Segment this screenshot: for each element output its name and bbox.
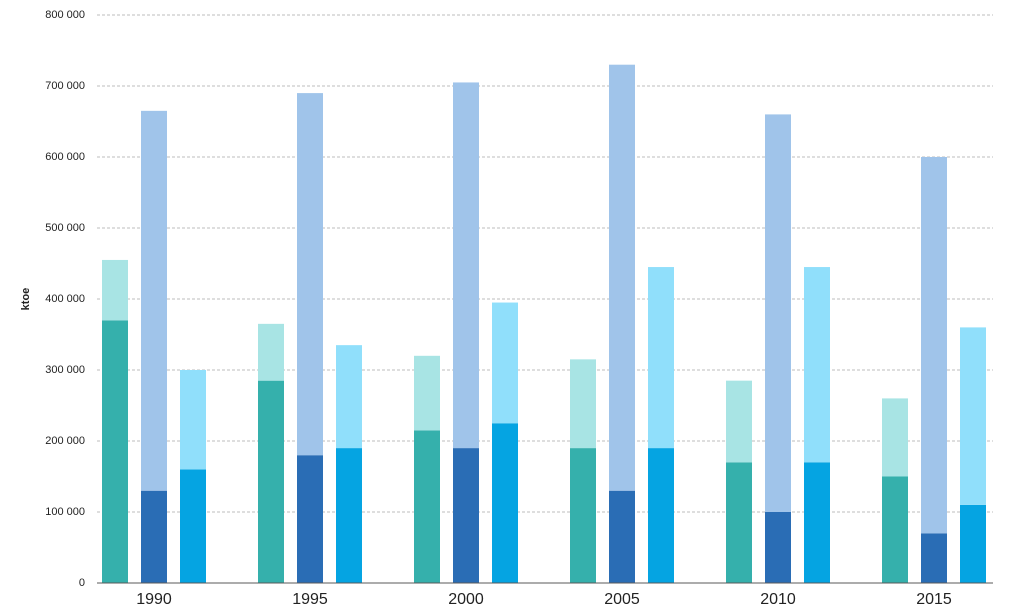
bar-segment [297,455,323,583]
x-tick-label: 1990 [136,591,172,608]
bar-segment [258,380,284,583]
bar-segment [648,448,674,583]
bar-segment [141,110,167,491]
bar-segment [765,512,791,583]
y-tick-label: 500 000 [45,222,85,234]
bar-segment [414,355,440,431]
bar-segment [102,259,128,321]
bar-segment [570,359,596,449]
y-tick-label: 400 000 [45,293,85,305]
bar-segment [609,490,635,583]
bar-segment [492,423,518,583]
bar-segment [960,327,986,505]
bar-segment [180,370,206,470]
bar-segment [141,490,167,583]
y-tick-label: 700 000 [45,80,85,92]
bar-segment [336,448,362,583]
x-tick-label: 2010 [760,591,796,608]
bar-segment [726,380,752,463]
bar-segment [258,323,284,381]
bar-segment [882,476,908,583]
bar-segment [648,267,674,449]
bar-segment [102,320,128,583]
bar-segment [297,93,323,456]
y-tick-label: 0 [79,577,85,589]
bar-segment [492,302,518,424]
x-tick-label: 2015 [916,591,952,608]
bar-segment [570,448,596,583]
bar-segment [414,430,440,583]
bar-segment [726,462,752,583]
bar-segment [804,462,830,583]
bar-segment [921,157,947,534]
x-tick-label: 1995 [292,591,328,608]
x-tick-label: 2005 [604,591,640,608]
bar-segment [921,533,947,583]
bar-segment [453,82,479,449]
bar-segment [960,504,986,583]
bar-segment [453,448,479,583]
bar-segment [336,345,362,449]
bar-segment [765,114,791,513]
y-axis-label: ktoe [20,288,32,311]
y-tick-label: 100 000 [45,506,85,518]
y-tick-label: 800 000 [45,9,85,21]
bar-segment [882,398,908,477]
bar-segment [180,469,206,583]
x-tick-label: 2000 [448,591,484,608]
bar-segment [609,64,635,491]
y-tick-label: 300 000 [45,364,85,376]
y-tick-label: 600 000 [45,151,85,163]
y-tick-label: 200 000 [45,435,85,447]
bar-segment [804,267,830,463]
